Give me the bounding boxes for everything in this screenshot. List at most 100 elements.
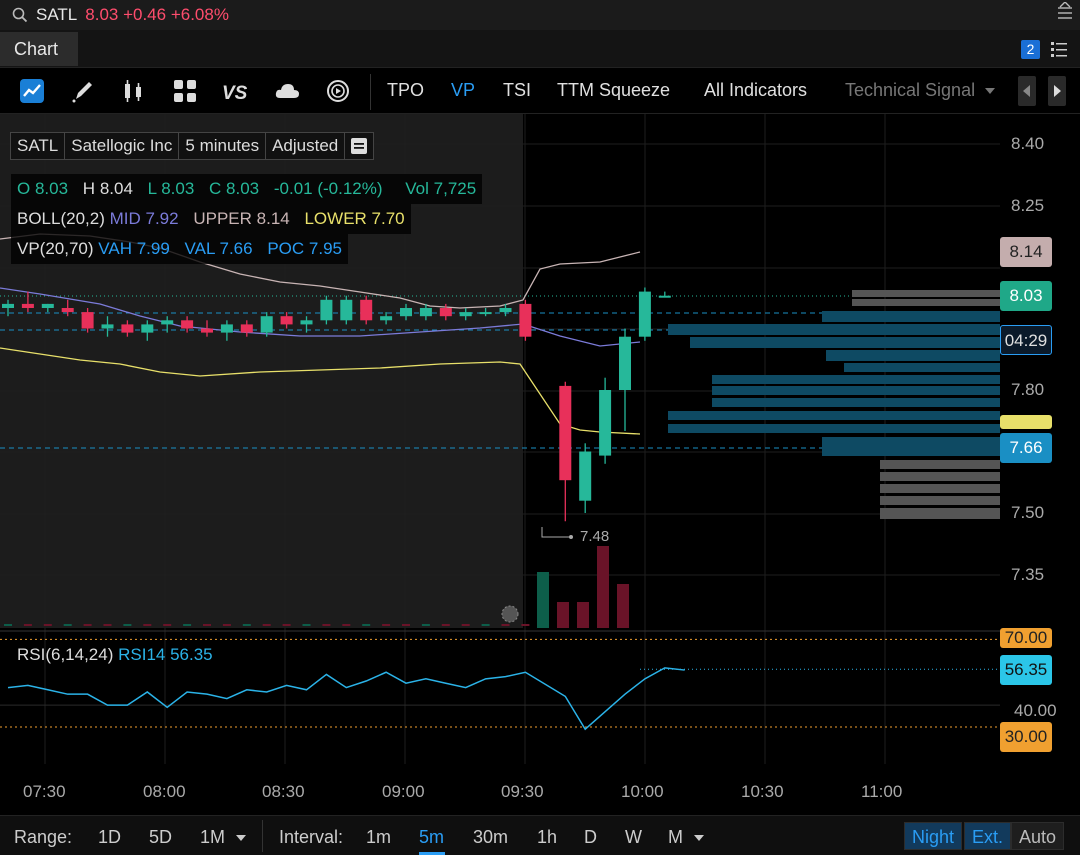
time-tick: 10:00 (621, 782, 664, 801)
ohlc-close-label: C (209, 179, 222, 198)
candle-body (479, 312, 492, 315)
info-timeframe[interactable]: 5 minutes (179, 132, 267, 160)
scroll-right-button[interactable] (1048, 76, 1066, 106)
volume-bar (617, 584, 629, 628)
range-1d[interactable]: 1D (98, 827, 122, 847)
candle-body (599, 390, 612, 456)
interval-m[interactable]: M (668, 827, 683, 847)
grid-layout-icon[interactable] (172, 78, 198, 104)
settings-icon[interactable] (1056, 2, 1074, 20)
candle-body (121, 324, 134, 333)
range-5d[interactable]: 5D (149, 827, 173, 847)
candle-body (2, 303, 14, 308)
volume-profile-bar (668, 324, 1000, 335)
list-menu-icon[interactable] (1050, 40, 1068, 58)
candle-body (340, 299, 353, 321)
volume-profile-bar (668, 411, 1000, 420)
volume-bar (282, 624, 291, 626)
chevron-down-icon[interactable] (236, 834, 246, 842)
night-session-button[interactable]: Night (904, 822, 963, 850)
candle-body (240, 324, 253, 333)
toolbar-tsi[interactable]: TSI (503, 80, 532, 100)
rsi14-line (7, 667, 685, 731)
interval-w[interactable]: W (625, 827, 642, 847)
volume-bar (4, 624, 12, 626)
boll-upper: UPPER 8.14 (193, 209, 290, 228)
price-tick: 8.25 (1011, 196, 1045, 215)
volume-bar (481, 624, 490, 626)
symbol-input[interactable]: SATL (36, 5, 78, 24)
chevron-left-icon (1023, 85, 1030, 97)
replay-icon[interactable] (325, 78, 351, 104)
toolbar-technical-signal[interactable]: Technical Signal (845, 80, 976, 100)
toolbar-all-indicators[interactable]: All Indicators (704, 80, 808, 100)
rsi-tick-40: 40.00 (1014, 701, 1057, 720)
interval-30m[interactable]: 30m (473, 827, 509, 847)
candle-body (81, 312, 94, 329)
volume-profile-bar (690, 337, 1000, 348)
candle-body (260, 316, 273, 333)
volume-profile-bar (852, 290, 1000, 297)
active-interval-indicator (419, 852, 445, 855)
chart-count-badge[interactable]: 2 (1021, 40, 1040, 59)
toolbar-tpo[interactable]: TPO (387, 80, 425, 100)
range-1m[interactable]: 1M (200, 827, 226, 847)
info-symbol: SATL (11, 132, 66, 160)
cloud-icon[interactable] (274, 78, 300, 104)
toolbar-ttm-squeeze[interactable]: TTM Squeeze (557, 80, 671, 100)
time-tick: 08:00 (143, 782, 186, 801)
chart-toolbar: VS TPO VP TSI TTM Squeeze All Indicators… (0, 68, 1080, 114)
vp-val: VAL 7.66 (184, 239, 253, 258)
auto-scale-button[interactable]: Auto (1011, 822, 1065, 850)
extended-hours-button[interactable]: Ext. (964, 822, 1012, 850)
volume-profile-bar (880, 496, 1000, 505)
interval-1m[interactable]: 1m (366, 827, 392, 847)
symbol-info-box[interactable]: SATL Satellogic Inc 5 minutes Adjusted (10, 132, 375, 160)
drawing-pencil-icon[interactable] (70, 78, 96, 104)
candle-body (400, 308, 412, 317)
rsi-30-tag: 30.00 (1000, 722, 1052, 752)
toolbar-vp[interactable]: VP (451, 80, 476, 100)
volume-bar (342, 624, 351, 626)
boll-readout[interactable]: BOLL(20,2) MID 7.92 UPPER 8.14 LOWER 7.7… (11, 204, 411, 234)
ohlc-change: -0.01 (-0.12%) (273, 179, 383, 198)
chevron-down-icon[interactable] (985, 87, 995, 95)
chevron-right-icon (1054, 85, 1061, 97)
interval-1h[interactable]: 1h (537, 827, 558, 847)
volume-profile-bar (712, 398, 1000, 407)
candle-body (320, 299, 333, 321)
volume-profile-bar (880, 508, 1000, 519)
volume-bar (103, 624, 112, 626)
volume-bar (382, 624, 391, 626)
lower-band-tag (1000, 415, 1052, 429)
scroll-left-button[interactable] (1018, 76, 1036, 106)
time-tick: 10:30 (741, 782, 784, 801)
svg-text:VS: VS (222, 83, 247, 104)
compare-vs-icon[interactable]: VS (221, 78, 247, 104)
candle-body (559, 385, 572, 481)
volume-profile-bar (844, 363, 1000, 372)
interval-5m[interactable]: 5m (419, 827, 445, 847)
quote-bar: SATL 8.03 +0.46 +6.08% (0, 0, 1080, 30)
candle-body (499, 308, 512, 313)
volume-profile-bar (826, 350, 1000, 361)
tab-chart[interactable]: Chart (0, 32, 78, 66)
volume-bar (461, 624, 470, 626)
candle-body (439, 308, 452, 317)
chart-style-icon[interactable] (19, 78, 45, 104)
candle-body (638, 291, 651, 337)
rsi-value-tag: 56.35 (1000, 655, 1052, 685)
rsi-readout[interactable]: RSI(6,14,24) RSI14 56.35 (11, 640, 219, 670)
chevron-down-icon[interactable] (694, 834, 704, 842)
gear-icon[interactable] (501, 605, 519, 623)
volume-bar (421, 624, 430, 626)
candle-body (280, 316, 293, 325)
search-icon[interactable] (12, 7, 28, 23)
info-adjustment[interactable]: Adjusted (266, 132, 346, 160)
interval-d[interactable]: D (584, 827, 597, 847)
vp-readout[interactable]: VP(20,70) VAH 7.99 VAL 7.66 POC 7.95 (11, 234, 348, 264)
volume-profile-bar (822, 311, 1000, 322)
candlestick-icon[interactable] (120, 78, 146, 104)
info-menu-icon[interactable] (345, 132, 373, 160)
ohlc-low: 8.03 (161, 179, 195, 198)
